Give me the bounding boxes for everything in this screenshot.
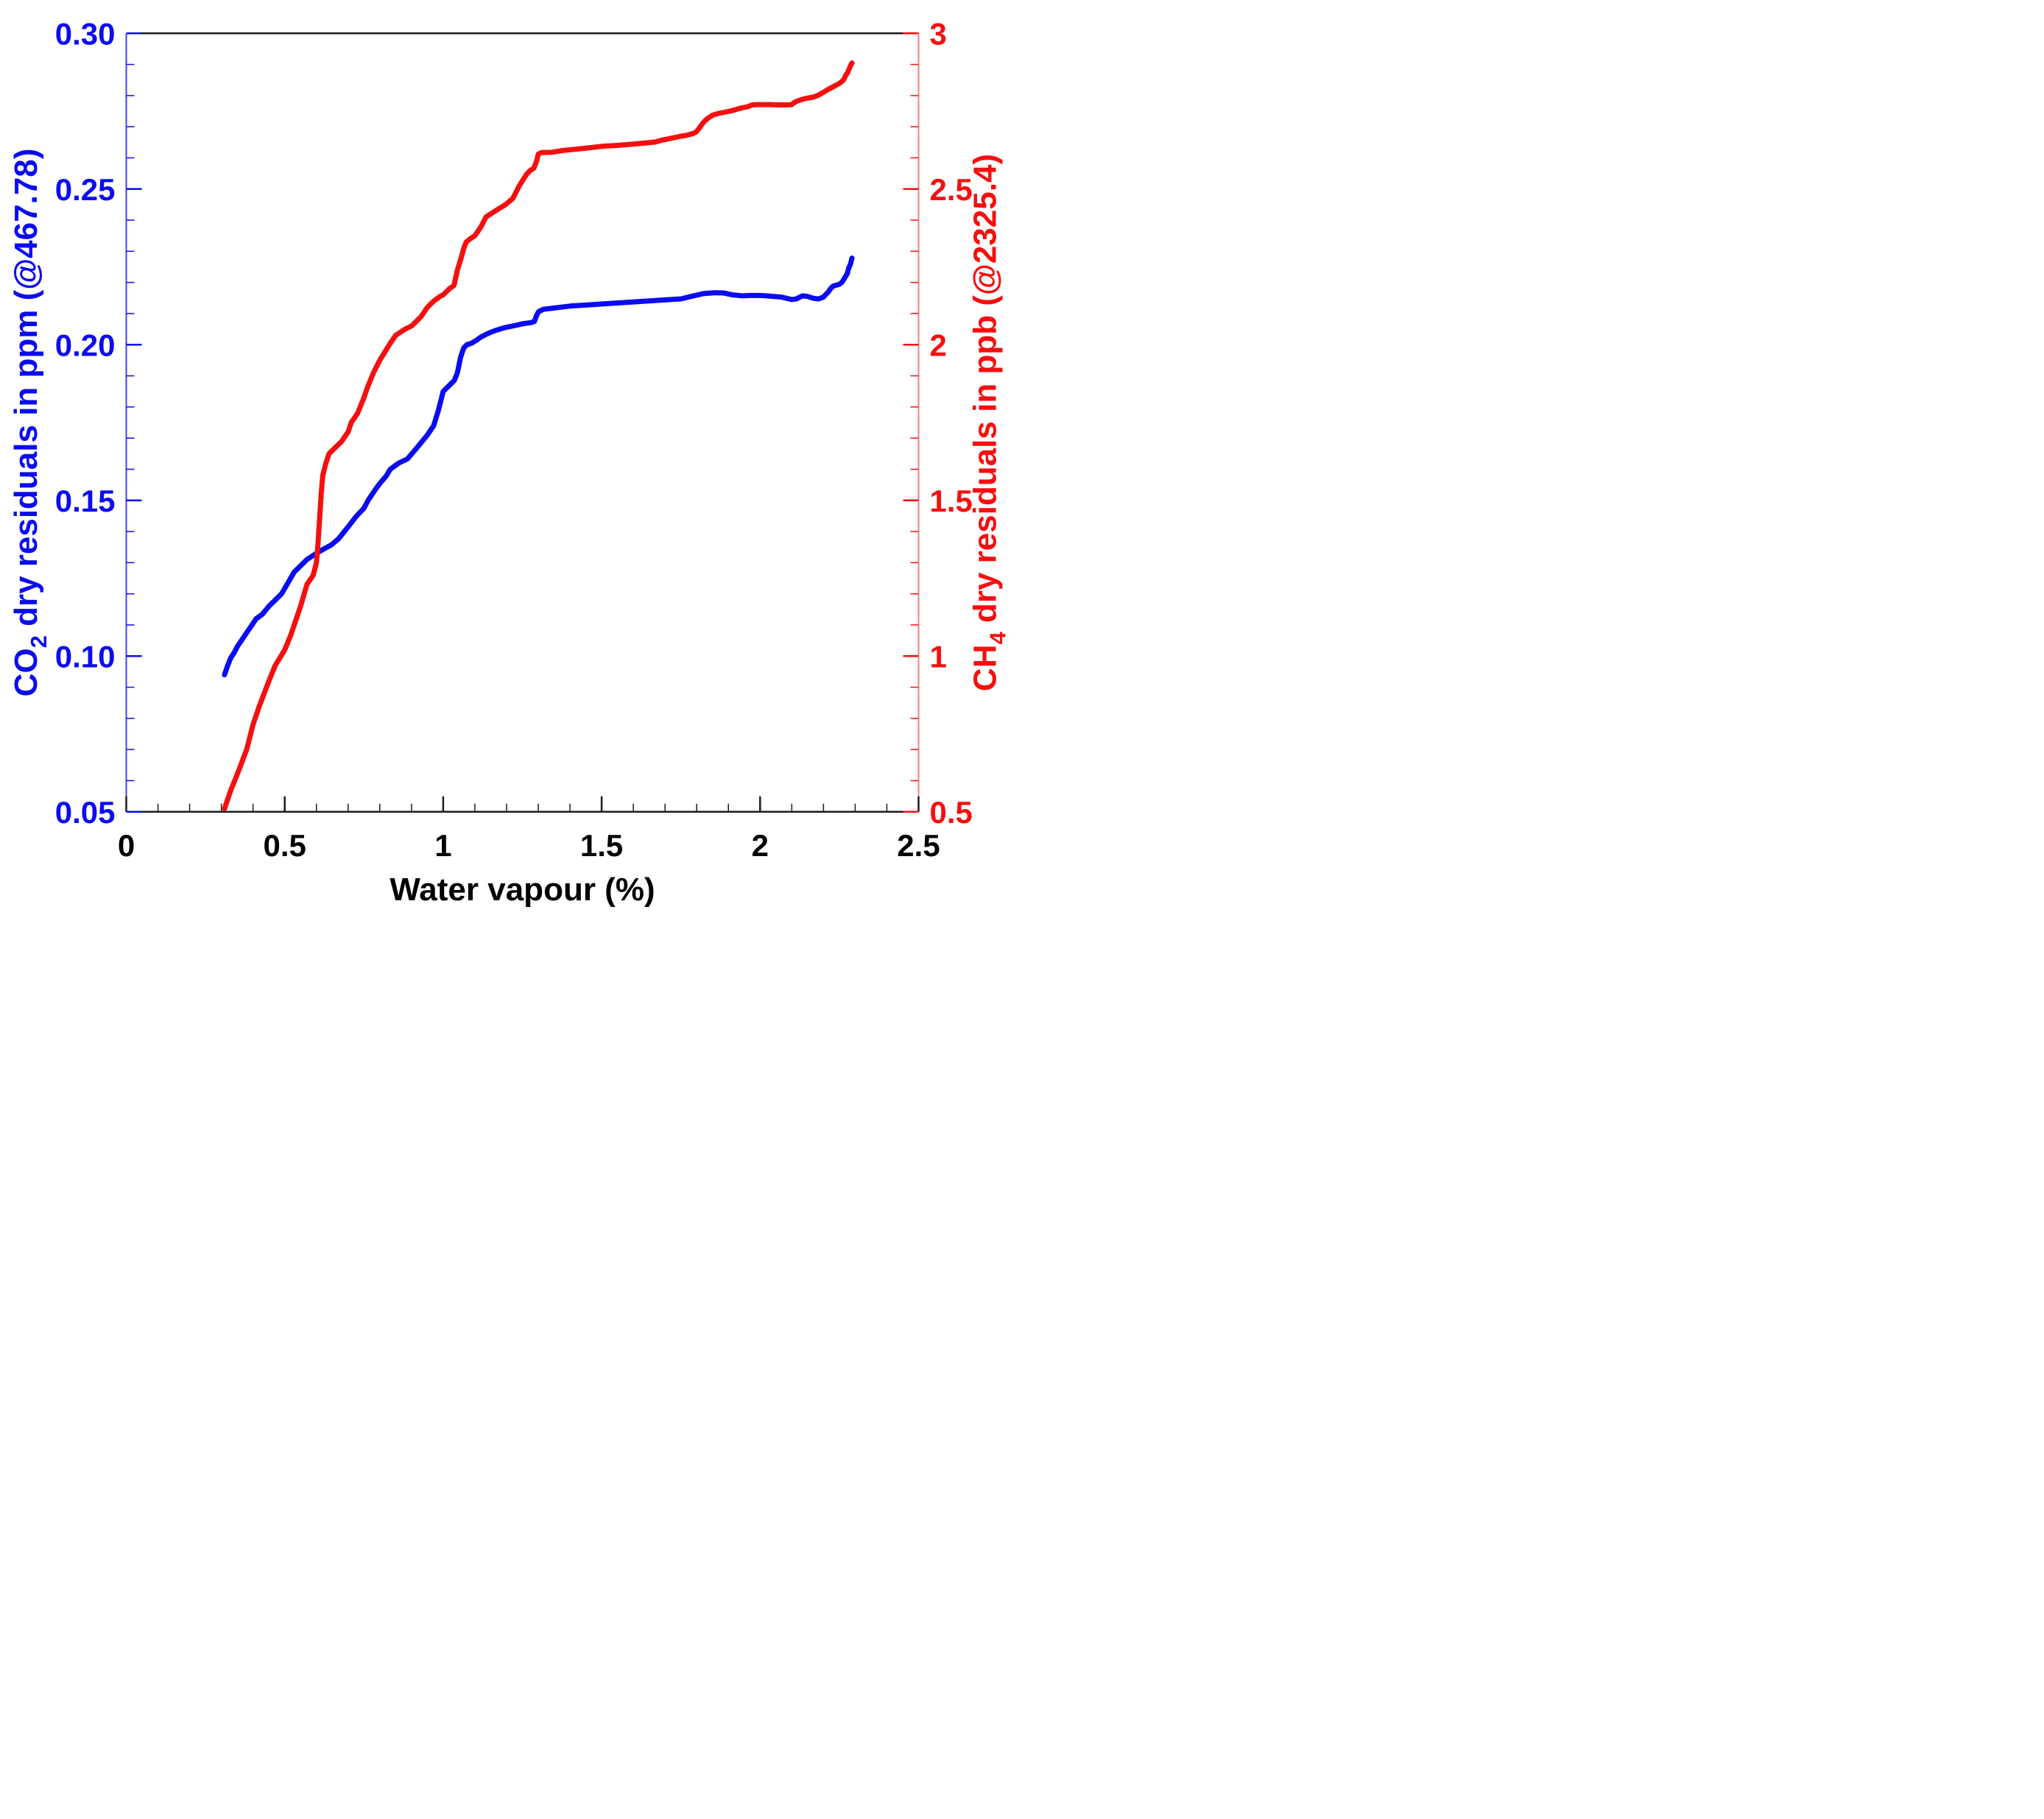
- ch4-tick-label: 2: [930, 328, 947, 362]
- ch4-tick-label: 0.5: [930, 795, 973, 830]
- co2-tick-label: 0.20: [55, 328, 116, 362]
- axis-ticks: [125, 32, 920, 813]
- co2-axis-label: CO2 dry residuals in ppm (@467.78): [8, 149, 52, 697]
- plot-frame: [125, 32, 920, 813]
- co2-tick-label: 0.05: [55, 795, 116, 830]
- x-tick-label: 2.5: [897, 828, 940, 863]
- ch4-tick-label: 2.5: [930, 172, 973, 207]
- ch4-tick-label: 1.5: [930, 484, 973, 518]
- x-tick-label: 0: [118, 828, 135, 863]
- ch4-series-line: [222, 60, 855, 811]
- chart-canvas: 0 0.5 1 1.5 2 2.5 0.05 0.10 0.15 0.20 0.25 0.30 0.5 1…: [8, 16, 1011, 908]
- x-tick-label: 1: [434, 828, 451, 863]
- x-tick-label: 0.5: [264, 828, 306, 863]
- co2-tick-label: 0.25: [55, 172, 116, 207]
- ch4-tick-label: 3: [930, 16, 947, 51]
- dual-axis-line-chart: 0 0.5 1 1.5 2 2.5 0.05 0.10 0.15 0.20 0.25 0.30 0.5 1…: [0, 0, 1022, 910]
- x-tick-label: 2: [752, 828, 769, 863]
- x-axis-label: Water vapour (%): [390, 872, 655, 908]
- series-lines: [222, 60, 855, 811]
- ch4-tick-label: 1: [930, 639, 947, 674]
- co2-series-line: [222, 255, 855, 678]
- co2-tick-label: 0.15: [55, 484, 116, 518]
- ch4-axis-label: CH4 dry residuals in ppb (@2325.4): [968, 154, 1011, 691]
- x-tick-label: 1.5: [580, 828, 623, 863]
- co2-tick-label: 0.30: [55, 16, 116, 51]
- co2-tick-label: 0.10: [55, 639, 116, 674]
- axis-tick-labels: 0 0.5 1 1.5 2 2.5 0.05 0.10 0.15 0.20 0.25 0.30 0.5 1…: [55, 16, 973, 863]
